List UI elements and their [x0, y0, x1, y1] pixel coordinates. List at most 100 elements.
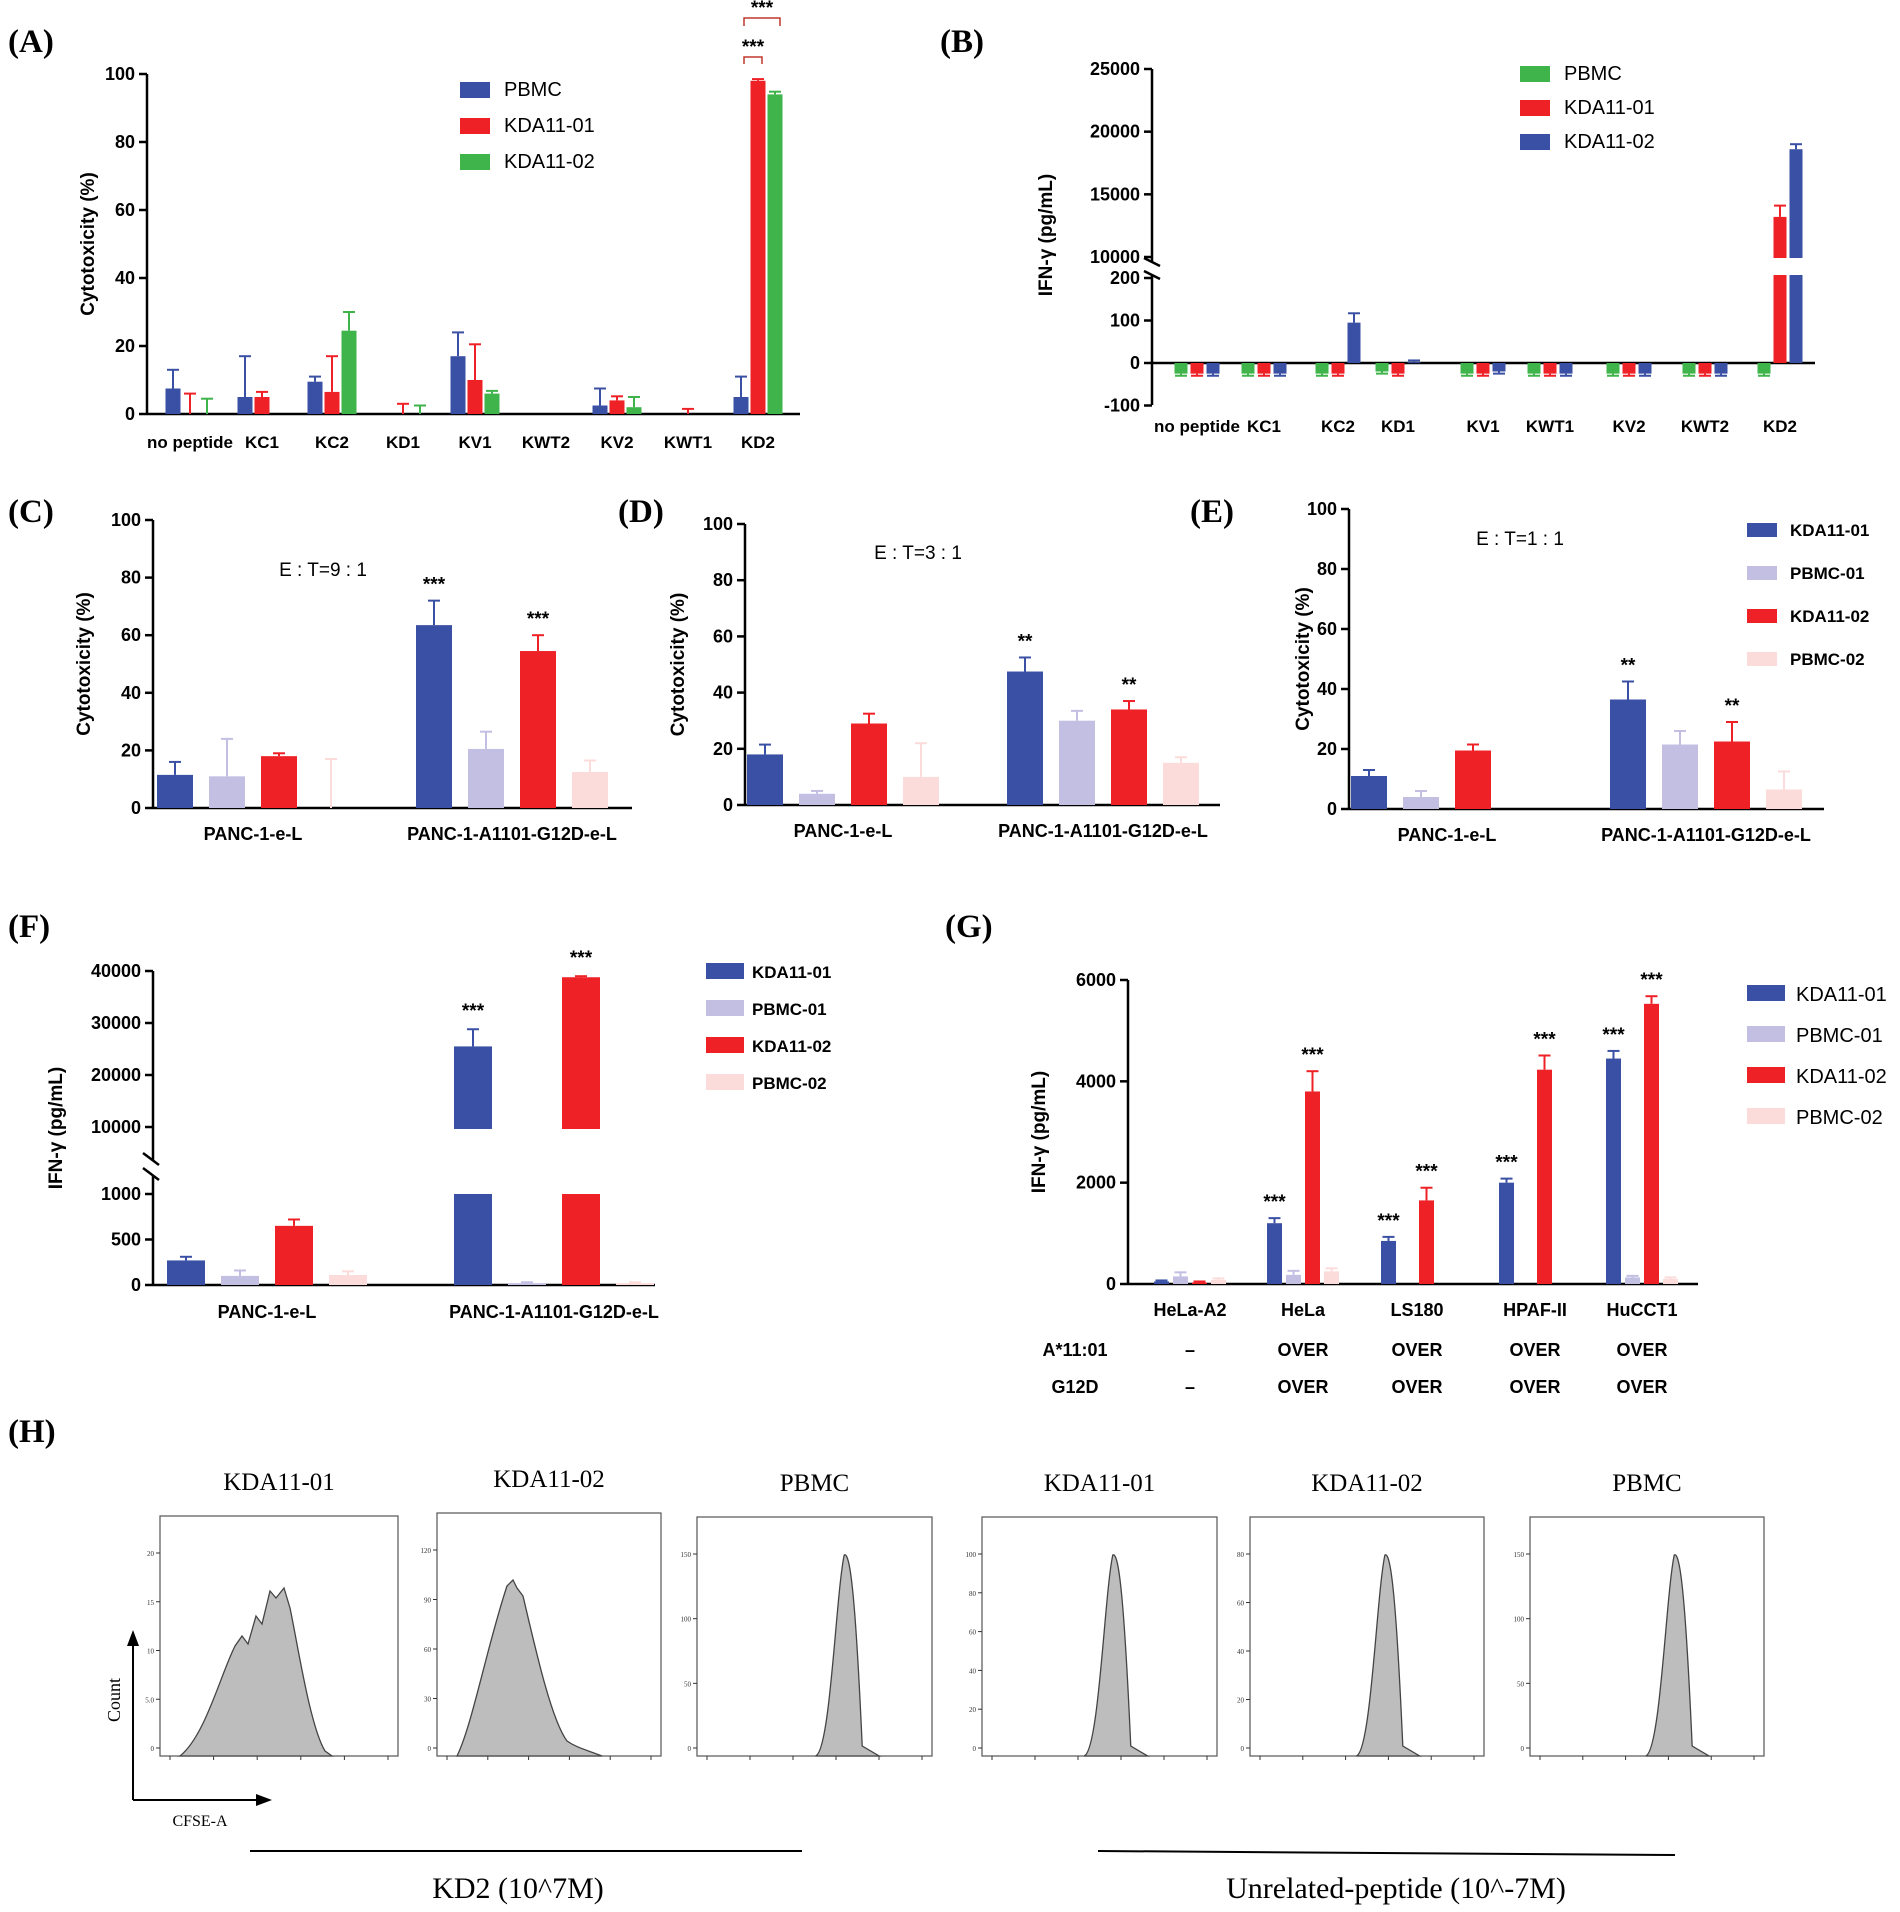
bar — [747, 754, 783, 805]
y-tick-label: 40 — [115, 268, 135, 288]
bar — [275, 1225, 313, 1285]
bar — [1173, 1276, 1188, 1284]
x-tick-label: HeLa-A2 — [1153, 1300, 1226, 1320]
y-tick-label: 30000 — [91, 1013, 141, 1033]
sig-bracket — [743, 56, 763, 64]
sig-bracket — [743, 17, 781, 26]
bar — [1714, 363, 1728, 374]
bar — [1757, 363, 1771, 374]
legend-swatch — [1747, 985, 1785, 1001]
significance-label: *** — [527, 609, 550, 630]
legend-label: PBMC — [504, 79, 562, 101]
bar — [167, 1260, 205, 1285]
y-tick-label: 20 — [1317, 739, 1337, 759]
legend-label: KDA11-01 — [1564, 97, 1655, 119]
y-tick-label: 0 — [688, 1745, 692, 1753]
bar — [341, 330, 357, 414]
y-tick-label: 20 — [121, 740, 141, 760]
y-tick-label: 10000 — [91, 1117, 141, 1137]
x-tick-label: KV1 — [458, 433, 491, 452]
panel-label-F: (F) — [8, 909, 50, 945]
plot-frame — [1529, 1516, 1765, 1757]
legend-swatch — [706, 963, 744, 979]
bar — [750, 80, 766, 415]
y-tick-label: 10 — [147, 1648, 155, 1656]
y-tick-label: 20 — [147, 1550, 155, 1558]
bar — [1257, 363, 1271, 374]
histogram-curve — [1645, 1554, 1712, 1757]
histogram-plot: PBMC 0 50 100 150 — [681, 1470, 933, 1760]
bar — [1682, 363, 1696, 374]
group-line — [1097, 1850, 1676, 1856]
bar — [626, 407, 642, 414]
histogram-title: KDA11-02 — [493, 1466, 605, 1493]
y-tick-label: 15 — [147, 1599, 155, 1607]
bar — [609, 400, 625, 414]
bar — [1381, 1240, 1396, 1284]
x-tick-label: HeLa — [1281, 1300, 1326, 1320]
legend-swatch — [460, 82, 490, 98]
panel-label-E: (E) — [1190, 494, 1234, 530]
legend-swatch — [460, 154, 490, 170]
x-tick-label: KV2 — [600, 433, 633, 452]
legend-swatch — [1747, 609, 1777, 623]
bar — [1324, 1271, 1339, 1284]
table-cell: – — [1185, 1340, 1195, 1360]
y-tick-label: 4000 — [1076, 1071, 1116, 1091]
legend-label: KDA11-01 — [1796, 984, 1887, 1006]
significance-label: ** — [1725, 696, 1740, 717]
y-axis-label: IFN-γ (pg/mL) — [1029, 1071, 1050, 1193]
bar — [1391, 363, 1405, 374]
y-tick-label: 60 — [115, 200, 135, 220]
significance-label: *** — [1301, 1045, 1324, 1066]
x-tick-label: KD1 — [386, 433, 420, 452]
legend-swatch — [1747, 566, 1777, 580]
legend-label: PBMC-01 — [1796, 1025, 1883, 1047]
y-tick-label: -100 — [1104, 396, 1140, 416]
bar — [1007, 671, 1043, 805]
y-tick-label: 100 — [681, 1616, 692, 1624]
bar — [1773, 275, 1787, 363]
histogram-title: KDA11-01 — [223, 1469, 335, 1496]
y-tick-label: 0 — [125, 404, 135, 424]
y-tick-label: 50 — [684, 1680, 692, 1688]
significance-label: *** — [1415, 1162, 1438, 1183]
legend-label: KDA11-02 — [504, 151, 595, 173]
bar — [1492, 363, 1506, 372]
table-cell: OVER — [1509, 1377, 1560, 1397]
legend-swatch — [460, 118, 490, 134]
bar — [1610, 699, 1646, 809]
y-tick-label: 20 — [969, 1706, 977, 1714]
table-cell: – — [1185, 1377, 1195, 1397]
bar — [454, 1046, 492, 1129]
bar — [1559, 363, 1573, 374]
x-tick-label: KC1 — [1247, 417, 1281, 436]
x-tick-label: PANC-1-e-L — [794, 821, 893, 841]
legend-swatch — [706, 1000, 744, 1016]
x-tick-label: HPAF-II — [1503, 1300, 1567, 1320]
table-cell: OVER — [1277, 1340, 1328, 1360]
chart-E: 0 20 40 60 80 100 Cytotoxicity (%) PANC-1-e-L PA… — [1293, 499, 1869, 845]
bar — [1537, 1069, 1552, 1284]
legend-label: PBMC-01 — [1790, 564, 1865, 583]
bar — [767, 94, 783, 415]
histogram-title: KDA11-02 — [1311, 1470, 1423, 1497]
y-tick-label: 90 — [424, 1597, 432, 1605]
y-tick-label: 2000 — [1076, 1173, 1116, 1193]
significance-label: ** — [1621, 656, 1636, 677]
x-tick-label: PANC-1-A1101-G12D-e-L — [449, 1302, 659, 1322]
panel-label-B: (B) — [940, 24, 984, 60]
y-tick-label: 100 — [111, 510, 141, 530]
legend-swatch — [1747, 1067, 1785, 1083]
axis-break — [1143, 269, 1161, 281]
significance-label: *** — [1533, 1029, 1556, 1050]
bar — [1241, 363, 1255, 374]
y-tick-label: 30 — [424, 1696, 432, 1704]
legend-swatch — [1747, 652, 1777, 666]
legend-swatch — [1747, 1108, 1785, 1124]
legend-label: KDA11-02 — [1796, 1066, 1887, 1088]
y-axis-label: Cytotoxicity (%) — [74, 592, 95, 736]
x-tick-label: PANC-1-e-L — [218, 1302, 317, 1322]
